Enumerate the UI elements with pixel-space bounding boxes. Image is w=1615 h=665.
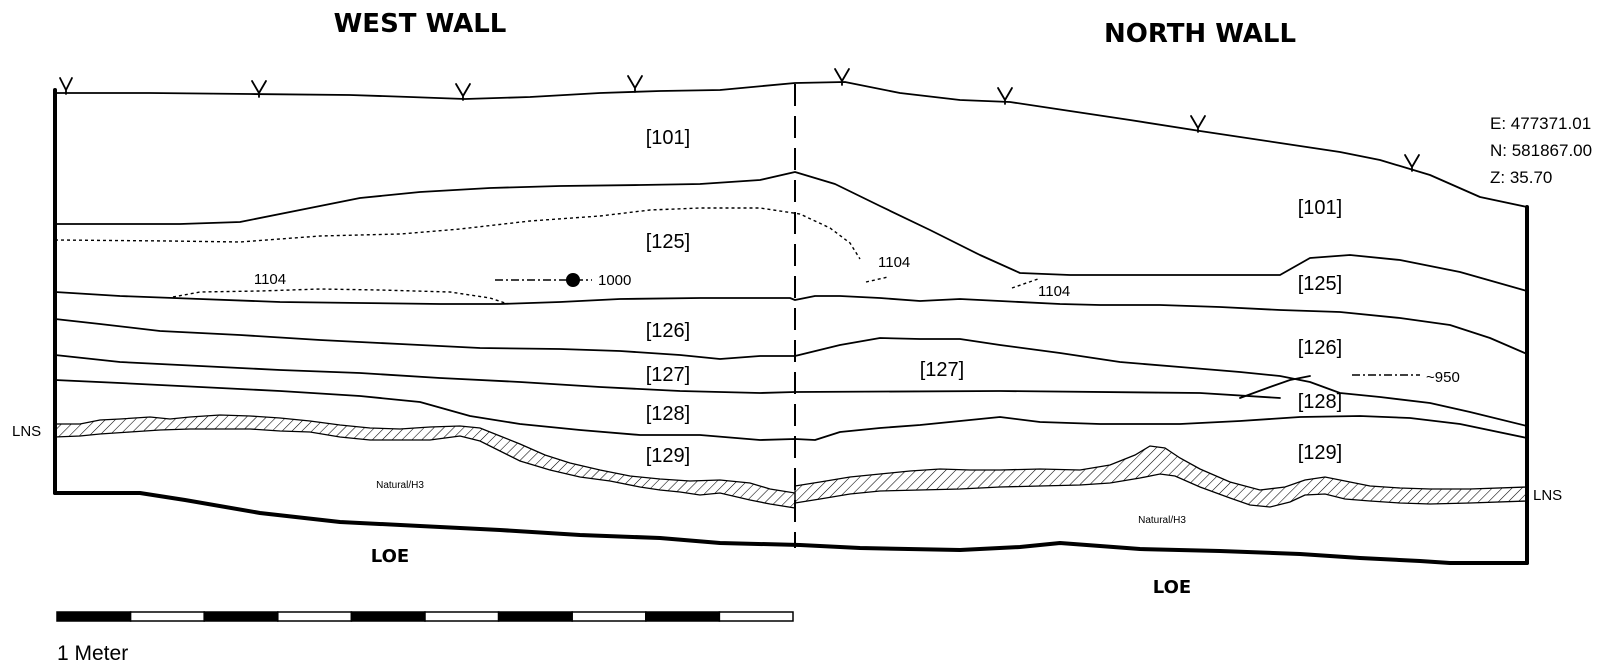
boundary-101-125 bbox=[54, 171, 1528, 292]
north-context-127-label: [127] bbox=[920, 359, 964, 381]
feature-1104-dotted-line bbox=[54, 207, 861, 260]
west-lns-label: LNS bbox=[12, 423, 41, 440]
northing-label: N: 581867.00 bbox=[1490, 141, 1592, 160]
scale-bar-label: 1 Meter bbox=[57, 642, 128, 665]
north-lns-label: LNS bbox=[1533, 487, 1562, 504]
vegetation-mark bbox=[834, 68, 850, 86]
scale-bar-segment bbox=[497, 611, 573, 622]
find-1000-label: 1000 bbox=[598, 272, 631, 289]
north-feature-1104-label: 1104 bbox=[878, 254, 910, 271]
boundary-127-128-north bbox=[1239, 375, 1311, 399]
vegetation-mark bbox=[1404, 154, 1420, 172]
scale-bar-segment bbox=[571, 611, 647, 622]
scale-bar-segment bbox=[277, 611, 353, 622]
west-context-126-label: [126] bbox=[646, 320, 690, 342]
north-feature-1104-label-2: 1104 bbox=[1038, 283, 1070, 300]
vegetation-mark bbox=[1190, 115, 1206, 133]
scale-bar-segment bbox=[56, 611, 132, 622]
elevation-label: Z: 35.70 bbox=[1490, 168, 1552, 187]
north-context-128-label: [128] bbox=[1298, 391, 1342, 413]
find-1000-dot bbox=[566, 273, 580, 287]
scale-bar-segment bbox=[718, 611, 794, 622]
north-context-126-label: [126] bbox=[1298, 337, 1342, 359]
vegetation-mark bbox=[997, 87, 1013, 105]
north-wall-title: NORTH WALL bbox=[1104, 19, 1296, 49]
feature-1104-dotted-line bbox=[1011, 278, 1039, 289]
north-context-129-label: [129] bbox=[1298, 442, 1342, 464]
feature-1104-dotted-line bbox=[172, 288, 509, 305]
north-loe-label: LOE bbox=[1153, 577, 1191, 598]
feature-950-label: ~950 bbox=[1426, 369, 1460, 386]
west-wall-title: WEST WALL bbox=[334, 9, 507, 39]
boundary-126-127 bbox=[54, 318, 1528, 427]
west-context-127-label: [127] bbox=[646, 364, 690, 386]
scale-bar-segment bbox=[129, 611, 205, 622]
west-context-125-label: [125] bbox=[646, 231, 690, 253]
lns-hatched-band-north bbox=[794, 445, 1528, 508]
boundary-127-128 bbox=[54, 354, 1281, 399]
west-feature-1104-label: 1104 bbox=[254, 271, 286, 288]
boundary-125-126 bbox=[54, 291, 1528, 355]
west-natural-label: Natural/H3 bbox=[376, 480, 424, 491]
vegetation-mark bbox=[251, 80, 267, 98]
ground-surface-line bbox=[54, 81, 1528, 208]
west-context-129-label: [129] bbox=[646, 445, 690, 467]
feature-1104-dotted-line bbox=[865, 276, 889, 283]
north-context-125-label: [125] bbox=[1298, 273, 1342, 295]
west-context-128-label: [128] bbox=[646, 403, 690, 425]
scale-bar-segment bbox=[424, 611, 500, 622]
scale-bar bbox=[56, 611, 794, 622]
scale-bar-segment bbox=[350, 611, 426, 622]
scale-bar-segment bbox=[203, 611, 279, 622]
vegetation-mark bbox=[455, 83, 471, 101]
easting-label: E: 477371.01 bbox=[1490, 114, 1591, 133]
north-context-101-label: [101] bbox=[1298, 197, 1342, 219]
west-context-101-label: [101] bbox=[646, 127, 690, 149]
west-loe-label: LOE bbox=[371, 546, 409, 567]
scale-bar-segment bbox=[645, 611, 721, 622]
vegetation-mark bbox=[59, 77, 73, 95]
vegetation-mark bbox=[627, 75, 643, 93]
north-natural-label: Natural/H3 bbox=[1138, 515, 1186, 526]
limit-of-excavation-line bbox=[53, 491, 1529, 565]
boundary-128-129 bbox=[54, 379, 1528, 441]
lns-hatched-band-west bbox=[54, 414, 796, 509]
